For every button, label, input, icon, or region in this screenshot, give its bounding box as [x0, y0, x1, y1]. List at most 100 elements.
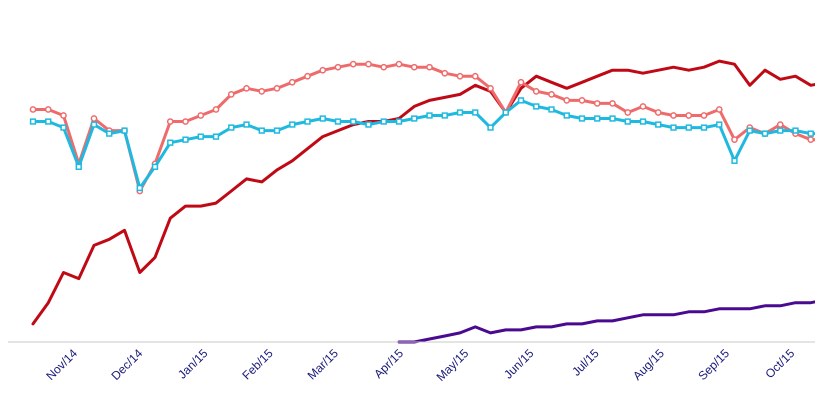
- series-2-point-17: [289, 121, 296, 128]
- series-2-point-18: [304, 118, 311, 125]
- series-1-point-12: [212, 106, 220, 113]
- series-1-point-17: [288, 78, 296, 86]
- series-1-point-30: [487, 84, 494, 92]
- series-1-point-24: [395, 60, 403, 68]
- series-2-point-4: [90, 121, 98, 128]
- series-1-point-40: [639, 103, 647, 110]
- series-2-point-41: [655, 121, 662, 128]
- series-2-point-34: [548, 106, 555, 113]
- series-1-point-21: [349, 60, 357, 68]
- series-2-point-37: [594, 115, 601, 122]
- series-2-point-6: [121, 127, 128, 134]
- series-1-point-36: [578, 97, 586, 104]
- x-tick-label: Jun/15: [501, 346, 537, 382]
- series-2-point-1: [45, 118, 52, 125]
- series-2-point-26: [426, 112, 433, 119]
- series-1-point-16: [273, 84, 281, 92]
- series-1-point-15: [258, 87, 266, 95]
- series-2-point-31: [502, 109, 509, 116]
- series-1-point-22: [365, 60, 372, 68]
- series-1-point-49: [776, 121, 784, 128]
- series-2-point-24: [395, 118, 403, 125]
- series-2-point-42: [670, 124, 677, 131]
- series-1-point-37: [593, 100, 601, 107]
- series-1-point-38: [609, 100, 616, 107]
- series-1-point-33: [532, 87, 540, 95]
- series-1-point-34: [548, 91, 555, 98]
- x-tick-label: Feb/15: [239, 346, 276, 383]
- series-2-point-39: [624, 118, 631, 125]
- series-1-point-45: [715, 106, 723, 113]
- series-2-point-14: [243, 121, 250, 128]
- series-2-point-38: [609, 115, 616, 122]
- series-2-point-13: [228, 124, 235, 131]
- series-2-point-36: [578, 115, 586, 122]
- series-1-point-13: [227, 91, 235, 98]
- series-1-point-10: [182, 118, 189, 125]
- series-2-point-7: [136, 184, 143, 192]
- series-2-point-10: [182, 136, 189, 143]
- series-2-point-11: [197, 133, 204, 140]
- series-2-point-9: [167, 139, 174, 146]
- series-2-point-12: [212, 133, 220, 140]
- x-tick-label: Oct/15: [762, 346, 797, 381]
- x-tick-label: Dec/14: [109, 346, 146, 383]
- series-2-point-23: [380, 118, 387, 125]
- x-tick-labels: Nov/14 Dec/14 Jan/15 Feb/15 Mar/15 Apr/15 May/…: [43, 346, 797, 384]
- series-1-point-20: [334, 63, 342, 71]
- series-2-point-48: [761, 130, 769, 137]
- x-tick-label: Nov/14: [43, 346, 80, 383]
- series-2-point-30: [487, 124, 494, 131]
- series-2: [29, 97, 815, 192]
- series-2-point-43: [685, 124, 692, 131]
- series-1-point-44: [700, 112, 708, 119]
- series-2-point-32: [517, 97, 525, 104]
- x-tick-label: Sep/15: [695, 346, 732, 383]
- series-2-point-35: [563, 112, 570, 119]
- x-tick-label: Jan/15: [175, 346, 211, 382]
- series-2-point-5: [106, 130, 113, 137]
- series-1-point-11: [197, 112, 205, 119]
- series-2-line: [31, 98, 815, 190]
- x-tick-label: Mar/15: [305, 346, 342, 383]
- series-2-point-33: [533, 103, 540, 110]
- series-1-point-18: [304, 72, 311, 80]
- series-layer: [29, 59, 815, 344]
- series-2-point-28: [456, 109, 464, 116]
- series-2-point-19: [319, 115, 326, 122]
- series-2-point-40: [639, 118, 647, 125]
- series-2-point-46: [731, 157, 738, 164]
- x-tick-label: Apr/15: [371, 346, 406, 381]
- series-1-point-26: [426, 63, 433, 71]
- x-tick-label: May/15: [434, 346, 472, 384]
- series-1-point-25: [410, 63, 418, 71]
- series-2-point-20: [334, 118, 342, 125]
- series-1-point-0: [29, 106, 37, 113]
- series-2-point-21: [350, 118, 357, 125]
- series-2-point-29: [472, 109, 479, 116]
- series-2-point-15: [258, 127, 265, 134]
- series-1-point-2: [60, 112, 67, 119]
- series-0: [31, 59, 815, 326]
- series-1-point-39: [624, 109, 632, 116]
- series-2-point-3: [75, 163, 82, 170]
- series-3-line: [397, 300, 815, 344]
- series-1-point-51: [807, 136, 815, 144]
- series-1-point-29: [471, 72, 479, 80]
- series-2-point-8: [151, 163, 159, 170]
- series-1-point-28: [456, 72, 464, 80]
- series-1-point-4: [90, 115, 98, 122]
- series-1-point-9: [166, 118, 174, 125]
- x-tick-label: Jul/15: [569, 346, 602, 379]
- series-0-line: [31, 59, 815, 326]
- series-1-point-23: [380, 63, 388, 71]
- series-2-point-25: [411, 115, 418, 122]
- series-2-point-50: [792, 127, 799, 134]
- series-1-point-43: [685, 112, 693, 119]
- series-2-point-44: [700, 124, 708, 131]
- x-tick-label: Aug/15: [630, 346, 667, 383]
- series-2-point-45: [716, 121, 723, 128]
- series-2-point-2: [60, 124, 67, 131]
- series-1-point-35: [563, 97, 571, 104]
